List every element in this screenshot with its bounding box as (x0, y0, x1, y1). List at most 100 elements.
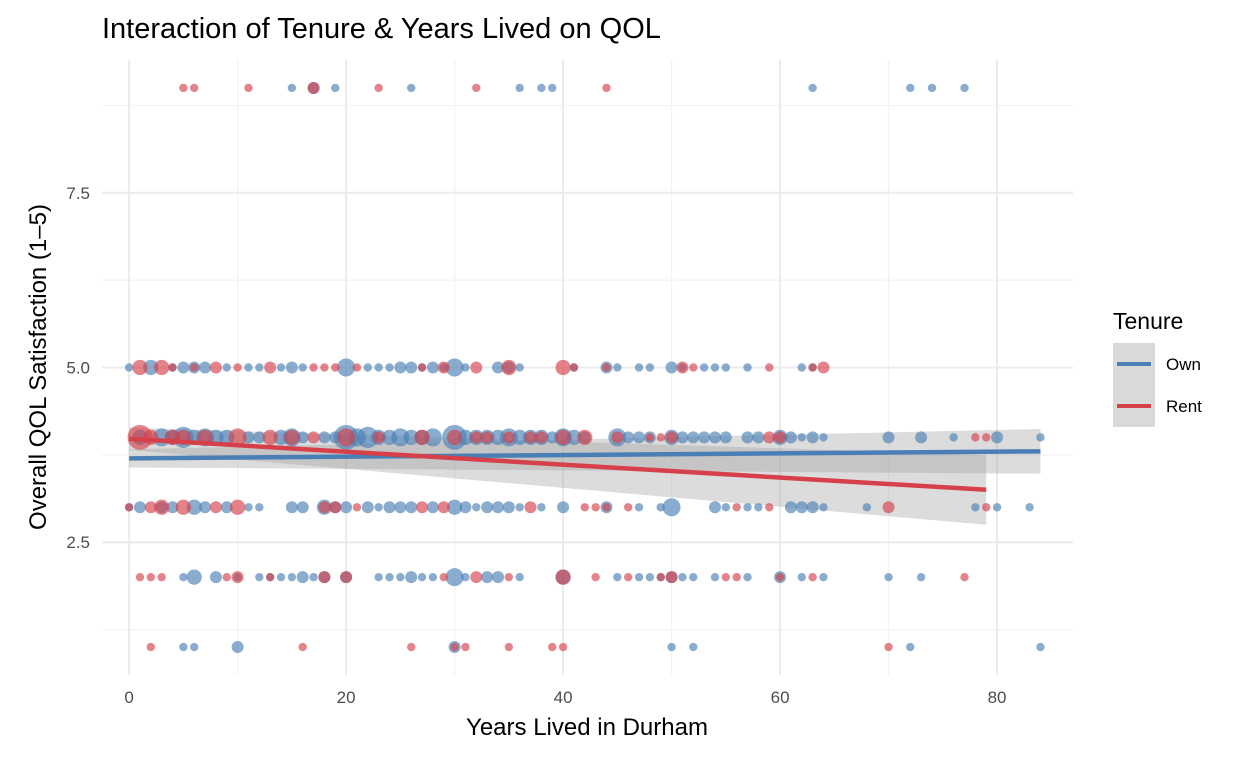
point-own (949, 433, 958, 442)
point-rent (340, 571, 353, 584)
point-own (296, 431, 309, 444)
point-rent (230, 499, 246, 515)
point-own (819, 572, 828, 582)
point-own (186, 569, 202, 585)
point-own (622, 431, 635, 444)
point-own (446, 499, 463, 515)
point-rent (146, 572, 156, 582)
point-own (285, 501, 298, 514)
point-rent (143, 429, 159, 445)
point-own (385, 572, 394, 582)
point-own (698, 431, 711, 444)
point-rent (472, 83, 481, 93)
point-own (991, 431, 1004, 444)
y-tick-label: 7.5 (66, 184, 90, 203)
point-own (676, 431, 689, 444)
point-rent (352, 363, 362, 372)
point-rent (971, 433, 980, 442)
point-own (298, 363, 307, 372)
point-rent (623, 503, 633, 512)
point-own (405, 501, 418, 514)
point-own (396, 572, 405, 582)
point-own (634, 363, 644, 372)
point-rent (602, 363, 611, 372)
point-rent (884, 642, 893, 652)
legend-label-own: Own (1166, 355, 1201, 374)
legend-label-rent: Rent (1166, 397, 1202, 416)
point-own (199, 361, 212, 374)
point-own (699, 363, 709, 372)
point-own (882, 431, 895, 444)
point-rent (470, 571, 483, 584)
point-own (927, 83, 937, 93)
point-own (808, 83, 817, 93)
point-rent (665, 571, 678, 584)
point-own (166, 501, 179, 514)
x-tick-label: 40 (554, 688, 573, 707)
point-rent (416, 501, 429, 514)
point-rent (982, 503, 991, 512)
point-own (971, 503, 980, 512)
point-own (687, 431, 700, 444)
point-own (515, 503, 524, 512)
point-own (426, 361, 439, 374)
x-tick-label: 80 (988, 688, 1007, 707)
point-rent (502, 431, 515, 444)
point-own (391, 428, 410, 447)
point-own (557, 501, 570, 514)
point-own (179, 572, 188, 582)
point-own (992, 503, 1002, 512)
point-own (472, 503, 481, 512)
point-rent (765, 503, 774, 512)
point-rent (504, 572, 514, 582)
point-own (481, 501, 494, 514)
y-axis-title: Overall QOL Satisfaction (1–5) (25, 204, 52, 530)
point-rent (337, 428, 356, 447)
point-rent (318, 571, 331, 584)
point-rent (209, 501, 222, 514)
point-own (743, 363, 752, 372)
point-rent (374, 83, 383, 93)
point-rent (577, 429, 593, 445)
point-own (741, 431, 754, 444)
point-own (461, 363, 470, 372)
point-own (340, 501, 353, 514)
point-own (459, 501, 472, 514)
point-rent (209, 361, 222, 374)
point-rent (481, 431, 494, 444)
point-rent (154, 499, 170, 515)
point-rent (763, 431, 776, 444)
point-rent (721, 572, 731, 582)
point-own (177, 361, 190, 374)
point-own (296, 501, 309, 514)
point-own (689, 642, 698, 652)
point-rent (882, 501, 895, 514)
point-own (285, 361, 298, 374)
point-rent (982, 433, 991, 442)
point-own (645, 363, 655, 372)
point-own (515, 363, 524, 372)
point-own (445, 568, 464, 587)
point-own (1036, 642, 1045, 652)
point-rent (331, 363, 340, 372)
point-rent (656, 433, 665, 442)
point-own (143, 359, 159, 376)
point-own (374, 503, 383, 512)
point-rent (262, 429, 278, 445)
point-own (743, 572, 752, 582)
point-own (361, 501, 374, 514)
point-rent (124, 503, 134, 512)
point-own (667, 642, 676, 652)
point-rent (446, 429, 463, 445)
point-rent (307, 431, 320, 444)
point-rent (555, 569, 571, 585)
point-own (512, 429, 528, 445)
point-rent (146, 642, 156, 652)
point-rent (775, 572, 785, 582)
point-own (613, 363, 622, 372)
point-own (797, 572, 806, 582)
point-own (710, 572, 720, 582)
point-rent (808, 572, 817, 582)
